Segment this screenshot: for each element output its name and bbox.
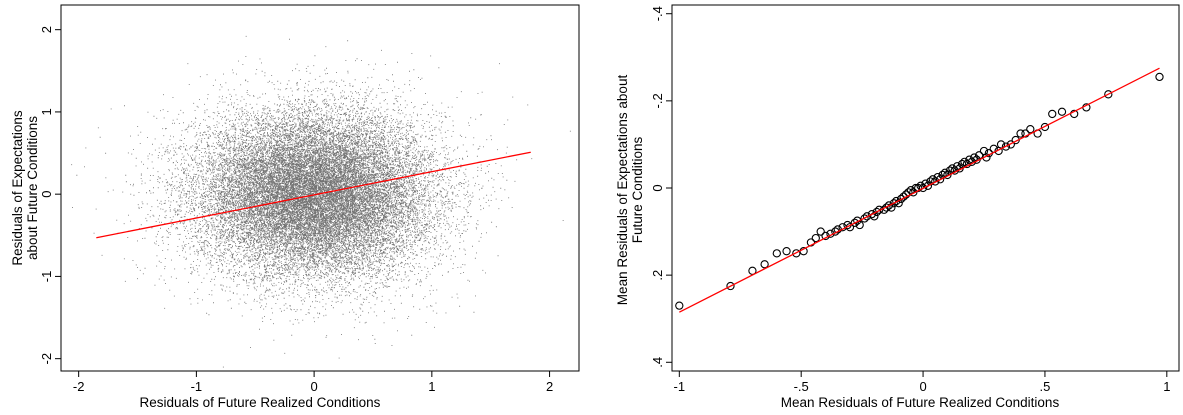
left-x-axis-title: Residuals of Future Realized Conditions <box>140 395 381 410</box>
right-y-tick-label: -.2 <box>650 93 665 108</box>
right-scatter-point <box>811 233 820 243</box>
left-x-tick-label: -1 <box>191 379 203 394</box>
right-scatter-point <box>889 199 898 208</box>
right-scatter-point <box>943 170 952 180</box>
right-scatter-point <box>906 186 916 195</box>
right-scatter-point <box>953 162 962 171</box>
right-scatter-point <box>882 203 891 212</box>
right-scatter-point <box>760 260 769 269</box>
right-scatter-point <box>1021 129 1030 138</box>
left-y-tick-label: 2 <box>39 26 54 33</box>
left-x-tick-label: 1 <box>428 379 435 394</box>
right-scatter-point <box>853 216 862 225</box>
left-y-axis: -2 -1 0 1 2 <box>39 26 61 364</box>
right-x-tick-label: -.5 <box>794 379 809 394</box>
right-scatter-point <box>1057 107 1067 116</box>
left-scatter-cloud <box>71 35 571 368</box>
left-y-tick-label: 0 <box>39 191 54 198</box>
right-scatter-point <box>675 301 684 310</box>
right-scatter-point <box>816 227 825 236</box>
right-scatter-point <box>1001 142 1011 151</box>
right-scatter-point <box>1026 125 1035 134</box>
right-scatter-point <box>855 220 864 230</box>
right-x-tick-label: 0 <box>919 379 926 394</box>
left-x-tick-label: 2 <box>546 379 553 394</box>
left-scatter-dots <box>71 35 571 368</box>
right-scatter-point <box>914 183 923 193</box>
right-x-axis-title: Mean Residuals of Future Realized Condit… <box>781 395 1060 410</box>
left-panel: -2 -1 0 1 2 -2 -1 0 1 2 Residuals of Future Real… <box>10 4 580 410</box>
right-scatter-point <box>909 188 918 197</box>
right-scatter-point <box>940 168 950 177</box>
right-scatter-point <box>1040 122 1050 132</box>
right-y-tick-label: .2 <box>650 270 665 281</box>
left-y-tick-label: -1 <box>39 271 54 283</box>
right-scatter-point <box>860 214 869 223</box>
right-panel: -1 -.5 0 .5 1 .4 .2 0 -.2 -.4 Mean Residuals of … <box>615 4 1180 410</box>
left-y-axis-title-line-2: about Future Conditions <box>25 116 40 260</box>
right-y-axis-title-line-1: Mean Residuals of Expectations about <box>615 75 630 306</box>
right-x-tick-label: .5 <box>1040 379 1051 394</box>
left-x-tick-label: -2 <box>73 379 85 394</box>
right-scatter-point <box>974 151 984 160</box>
right-scatter-point <box>792 249 801 258</box>
left-y-tick-label: 1 <box>39 108 54 115</box>
left-fit-line <box>96 151 531 239</box>
right-scatter-point <box>892 196 901 206</box>
right-scatter-point <box>726 281 735 291</box>
right-fit-line-group <box>679 67 1160 313</box>
left-x-axis: -2 -1 0 1 2 <box>73 371 553 394</box>
right-scatter-point <box>1016 129 1025 138</box>
right-scatter-point <box>872 207 881 217</box>
right-scatter-point <box>896 194 906 204</box>
right-scatter-point <box>935 175 945 184</box>
right-scatter-point <box>867 209 877 219</box>
right-scatter-point <box>782 247 791 256</box>
right-y-axis-title-line-2: Future Conditions <box>630 136 645 243</box>
right-scatter-point <box>850 218 859 228</box>
right-scatter-point <box>931 177 940 186</box>
right-fit-line <box>679 67 1160 313</box>
right-y-axis: .4 .2 0 -.2 -.4 <box>650 6 672 368</box>
right-y-tick-label: 0 <box>650 184 665 191</box>
right-scatter-point <box>772 249 781 258</box>
right-scatter-point <box>970 153 979 162</box>
left-y-axis-title-line-1: Residuals of Expectations <box>10 110 25 266</box>
left-plot-frame <box>60 4 580 372</box>
right-scatter-point <box>884 201 894 210</box>
right-scatter-point <box>918 183 928 193</box>
right-scatter-point <box>957 159 967 169</box>
right-scatter-point <box>1048 109 1057 119</box>
right-scatter-point <box>1104 90 1113 99</box>
right-y-tick-label: .4 <box>650 357 665 368</box>
right-x-tick-label: -1 <box>674 379 686 394</box>
right-scatter-point <box>1006 140 1015 149</box>
right-scatter-point <box>923 181 933 190</box>
left-y-tick-label: -2 <box>39 353 54 365</box>
right-x-axis: -1 -.5 0 .5 1 <box>674 371 1170 394</box>
right-y-tick-label: -.4 <box>650 6 665 21</box>
right-scatter-point <box>875 205 884 214</box>
right-scatter-point <box>1155 72 1164 82</box>
left-fit-line-group <box>96 151 531 239</box>
right-scatter-point <box>806 238 816 247</box>
left-x-tick-label: 0 <box>310 379 317 394</box>
right-x-tick-label: 1 <box>1163 379 1170 394</box>
right-scatter-points <box>675 72 1164 310</box>
